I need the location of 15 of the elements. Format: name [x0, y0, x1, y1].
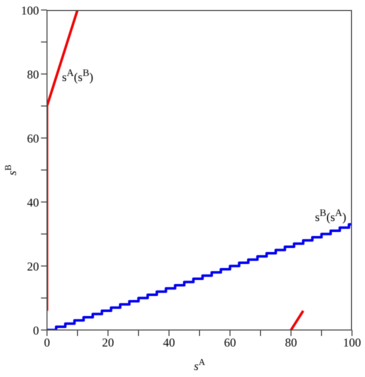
y-tick-label: 100	[21, 3, 39, 18]
y-tick-label: 80	[27, 67, 39, 82]
x-tick-label: 40	[163, 336, 175, 350]
x-tick-label: 0	[44, 336, 50, 350]
y-tick-label: 40	[27, 195, 39, 210]
x-tick-label: 20	[102, 336, 114, 350]
y-tick-label: 60	[27, 131, 39, 146]
y-tick-label: 0	[33, 323, 39, 338]
x-tick-label: 80	[285, 336, 297, 350]
y-tick-label: 20	[27, 259, 39, 274]
x-tick-label: 60	[224, 336, 236, 350]
x-tick-label: 100	[343, 336, 361, 350]
annotation: s$^{B}$(s$^{A}$)	[315, 207, 346, 225]
x-axis-title: s$^{A}$	[194, 357, 206, 373]
annotation: s$^{A}$(s$^{B}$)	[62, 67, 94, 85]
